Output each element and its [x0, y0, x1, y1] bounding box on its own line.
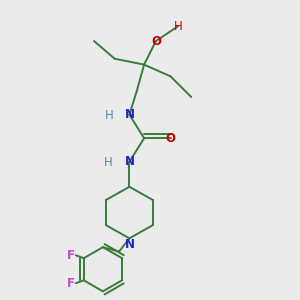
Text: N: N — [124, 155, 134, 168]
Text: H: H — [104, 156, 112, 169]
Text: F: F — [67, 277, 74, 290]
Text: O: O — [166, 132, 176, 145]
Text: H: H — [174, 20, 182, 33]
Text: N: N — [124, 238, 134, 251]
Text: N: N — [124, 108, 134, 121]
Text: F: F — [67, 249, 74, 262]
Text: O: O — [151, 34, 161, 48]
Text: H: H — [104, 109, 113, 122]
